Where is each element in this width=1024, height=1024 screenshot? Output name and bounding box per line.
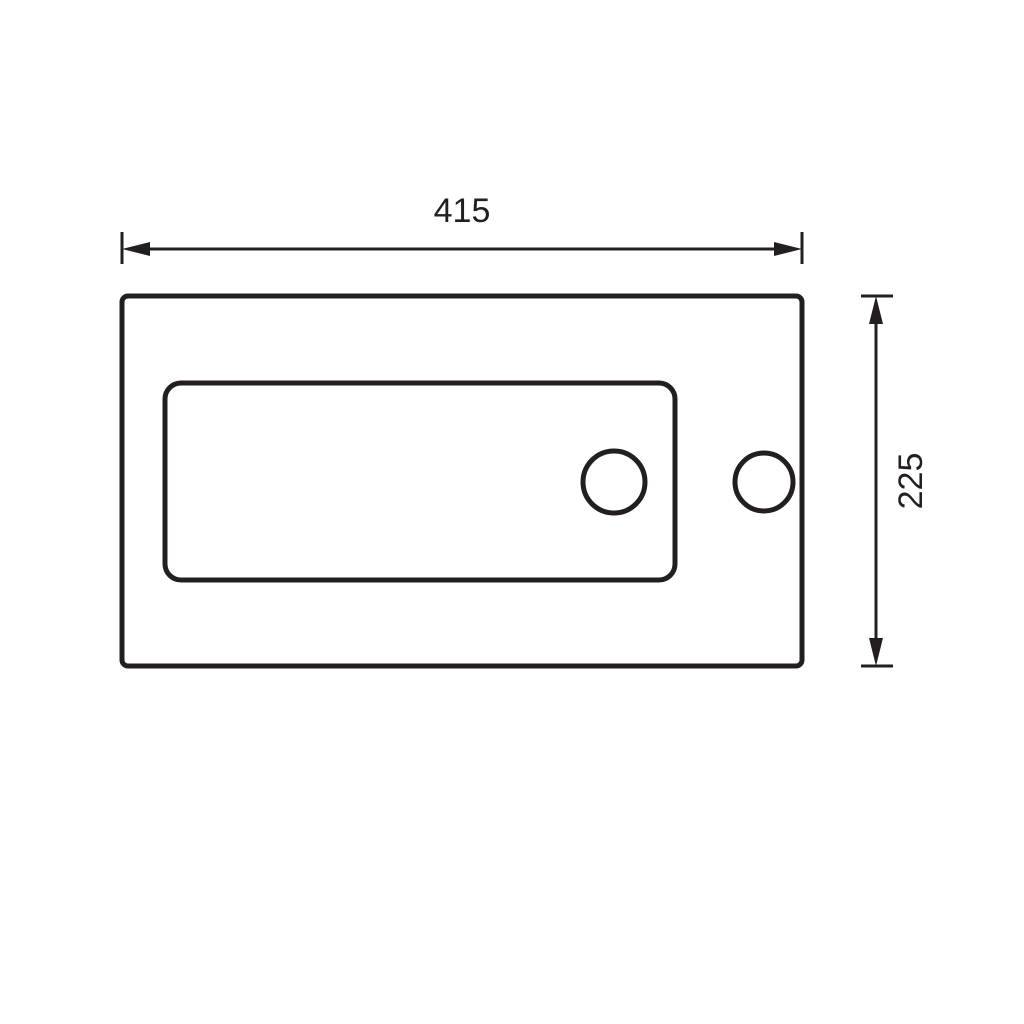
inner-basin	[165, 383, 675, 580]
outer-rectangle	[122, 296, 802, 666]
tap-hole	[735, 453, 793, 511]
dimension-arrowhead	[869, 296, 883, 324]
dimension-arrowhead	[122, 242, 150, 256]
dimension-label-height: 225	[892, 453, 930, 510]
dimension-label-width: 415	[434, 192, 491, 230]
drain-hole	[583, 451, 645, 513]
dimension-arrowhead	[869, 638, 883, 666]
dimension-arrowhead	[774, 242, 802, 256]
